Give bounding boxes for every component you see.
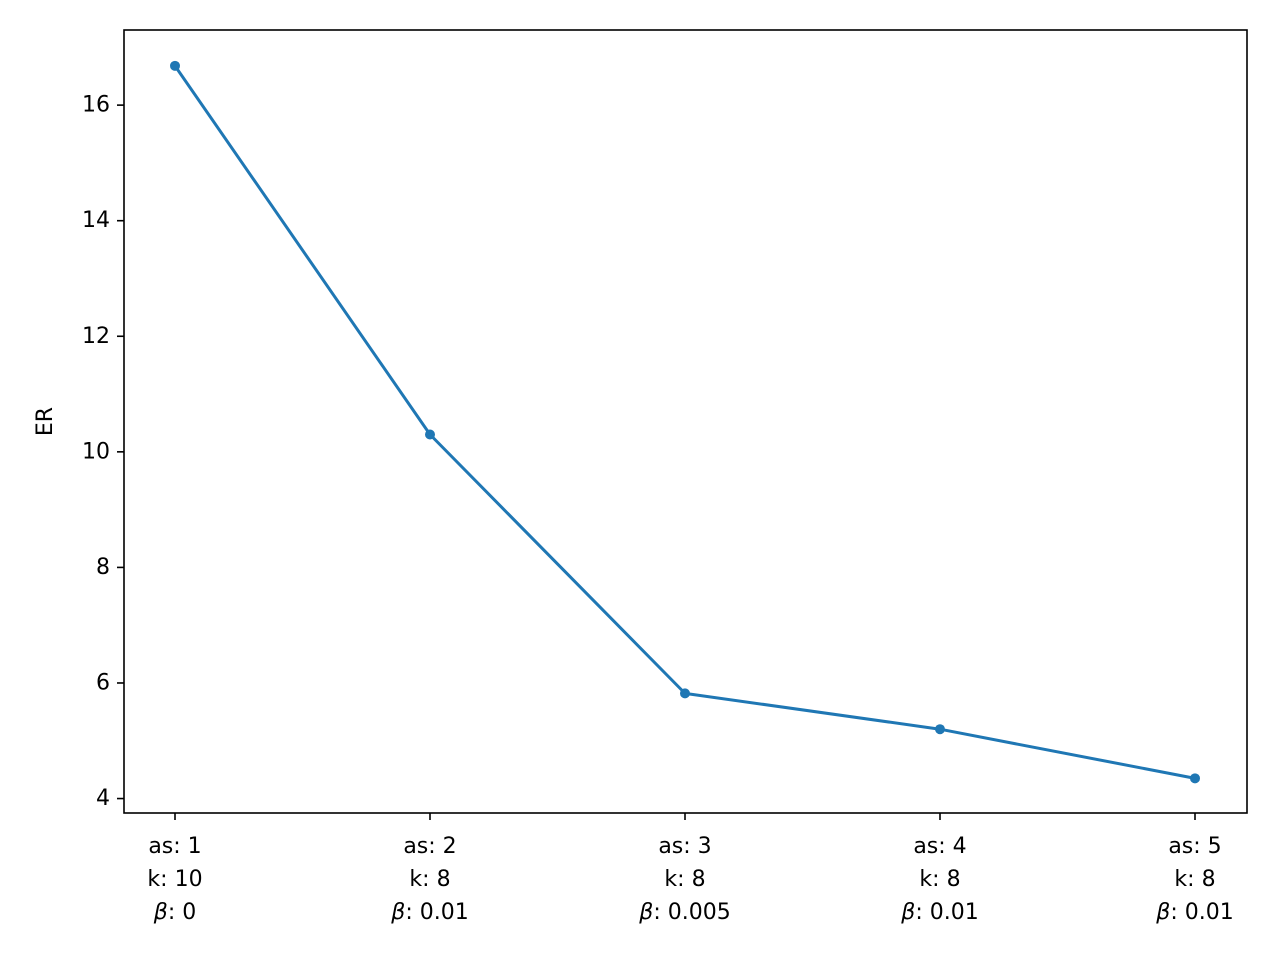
y-tick-label: 4 [96,786,110,811]
x-axis: as: 1 k: 10 β: 0 as: 2 k: 8 β: 0.01 as: 3 k: 8 β… [147,813,1234,925]
x-tick-label: as: 1 [148,834,201,859]
data-point [170,60,180,71]
x-tick-label: β: 0.01 [900,900,978,925]
x-tick-label: as: 3 [658,834,711,859]
y-tick-label: 8 [96,555,110,580]
data-point [1190,773,1200,784]
x-tick-label: k: 10 [147,867,202,892]
x-tick-label: as: 4 [913,834,966,859]
y-axis: 4 6 8 10 12 14 16 [82,93,124,811]
x-tick-label: k: 8 [409,867,450,892]
x-tick-label: β: 0.005 [638,900,730,925]
series-line [172,63,1197,781]
y-axis-label: ER [33,407,58,436]
x-tick-label: as: 5 [1168,834,1221,859]
y-tick-label: 14 [82,208,110,233]
x-tick-label: k: 8 [919,867,960,892]
x-tick-label: k: 8 [1174,867,1215,892]
data-point [425,429,435,440]
y-tick-label: 10 [82,439,110,464]
data-point [935,724,945,735]
y-tick-label: 6 [96,670,110,695]
x-tick-label: β: 0.01 [390,900,468,925]
y-tick-label: 16 [82,93,110,118]
y-tick-label: 12 [82,324,110,349]
plot-area [123,29,1248,814]
x-tick-label: k: 8 [664,867,705,892]
data-point [680,688,690,699]
x-tick-label: β: 0 [153,900,196,925]
x-tick-label: as: 2 [403,834,456,859]
x-tick-label: β: 0.01 [1155,900,1233,925]
